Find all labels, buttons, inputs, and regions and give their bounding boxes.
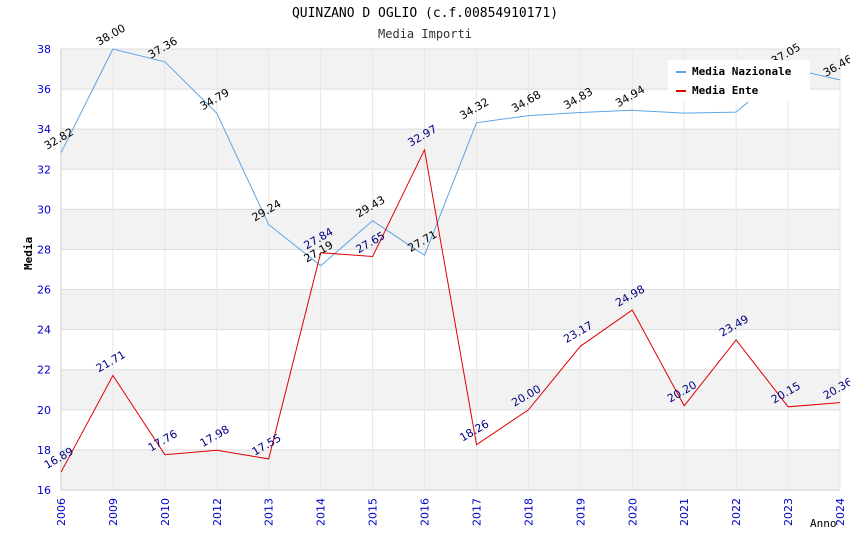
y-tick-label: 34 <box>37 123 51 136</box>
x-tick-label: 2015 <box>367 498 380 526</box>
legend: Media Nazionale Media Ente <box>668 60 810 102</box>
y-tick-label: 30 <box>37 203 51 216</box>
series-line-1 <box>60 148 841 473</box>
legend-item-media-nazionale: Media Nazionale <box>676 65 791 78</box>
y-tick-label: 22 <box>37 364 51 377</box>
x-tick-label: 2022 <box>730 498 743 526</box>
y-tick-label: 32 <box>37 163 51 176</box>
x-tick-label: 2020 <box>626 498 639 526</box>
grid-band <box>61 449 840 490</box>
y-tick-label: 28 <box>37 243 51 256</box>
y-tick-label: 20 <box>37 404 51 417</box>
x-tick-label: 2009 <box>107 498 120 526</box>
x-tick-label: 2018 <box>522 498 535 526</box>
x-tick-label: 2016 <box>419 498 432 526</box>
data-label: 34.68 <box>509 88 543 115</box>
y-tick-label: 24 <box>37 324 51 337</box>
grid-band <box>61 369 840 410</box>
chart-title: QUINZANO D OGLIO (c.f.00854910171) <box>291 6 559 21</box>
x-axis-label: Anno <box>810 517 837 530</box>
x-tick-label: 2017 <box>470 498 483 526</box>
y-tick-label: 36 <box>37 83 51 96</box>
x-tick-label: 2006 <box>55 498 68 526</box>
y-tick-label: 38 <box>37 43 51 56</box>
data-label: 17.98 <box>198 423 232 450</box>
x-tick-label: 2012 <box>211 498 224 526</box>
legend-swatch-media-ente <box>676 90 686 92</box>
grid-bands <box>61 49 840 490</box>
x-tick-label: 2013 <box>263 498 276 526</box>
series-line-0 <box>60 48 841 267</box>
x-tick-label: 2024 <box>834 498 847 526</box>
y-tick-label: 26 <box>37 284 51 297</box>
legend-item-media-ente: Media Ente <box>676 84 758 97</box>
data-label: 34.32 <box>457 95 491 122</box>
y-tick-label: 16 <box>37 484 51 497</box>
x-tick-label: 2014 <box>315 498 328 526</box>
legend-label: Media Nazionale <box>692 65 792 78</box>
data-label: 34.79 <box>198 86 232 113</box>
legend-label: Media Ente <box>692 84 759 97</box>
legend-swatch-media-nazionale <box>676 71 686 73</box>
x-tick-label: 2023 <box>782 498 795 526</box>
grid-band <box>61 129 840 170</box>
chart-subtitle: Media Importi <box>378 27 472 41</box>
y-axis-label: Media <box>22 236 35 270</box>
x-tick-label: 2010 <box>159 498 172 526</box>
x-tick-label: 2021 <box>678 498 691 526</box>
grid-band <box>61 209 840 250</box>
x-tick-label: 2019 <box>574 498 587 526</box>
data-label: 18.26 <box>457 417 491 444</box>
series-lines <box>60 48 841 473</box>
y-tick-label: 18 <box>37 444 51 457</box>
